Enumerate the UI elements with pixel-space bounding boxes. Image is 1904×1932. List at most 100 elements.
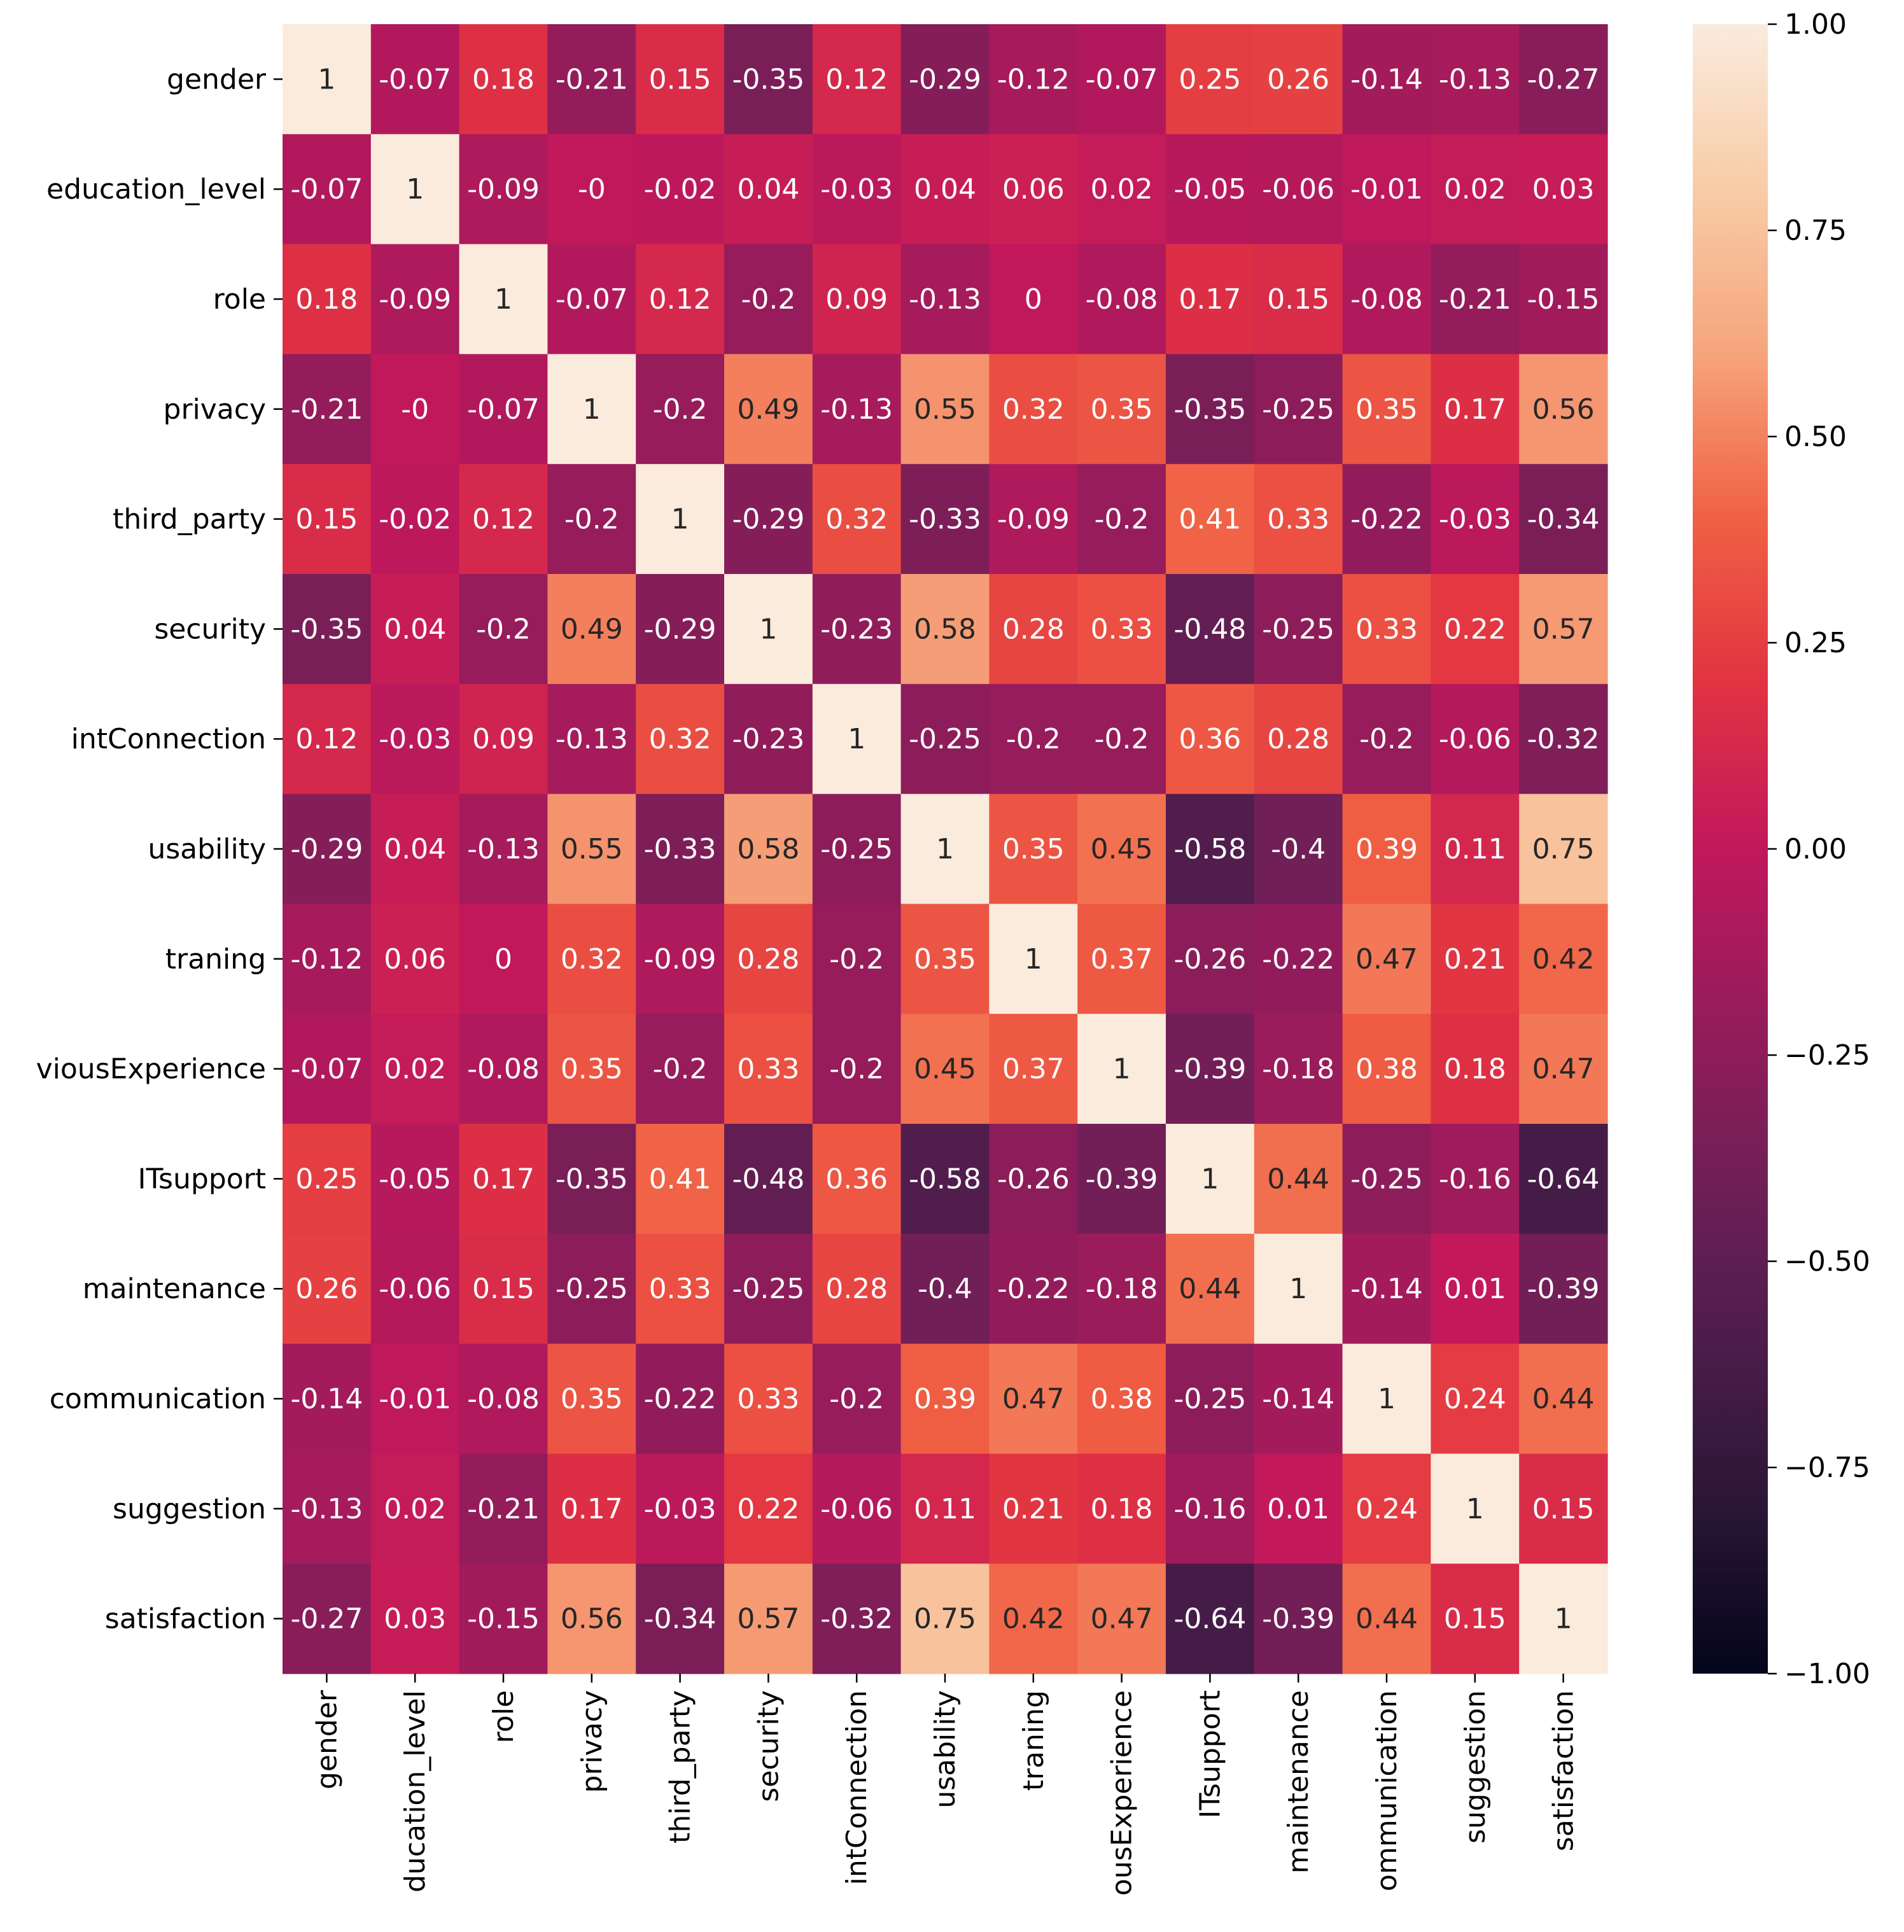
cell-value-label: 0.49 <box>737 393 799 426</box>
heatmap-cell <box>1077 1564 1166 1674</box>
heatmap-cell <box>370 24 460 135</box>
heatmap-cell <box>812 574 902 685</box>
heatmap-cell <box>1431 1453 1520 1564</box>
cell-value-label: 0.17 <box>472 1163 535 1195</box>
heatmap-cell <box>1519 244 1608 354</box>
cell-value-label: -0.15 <box>467 1603 540 1635</box>
cell-value-label: 0.12 <box>295 723 358 755</box>
heatmap-cell <box>1254 24 1343 135</box>
heatmap-cell <box>812 1343 902 1454</box>
heatmap-cell <box>283 1124 372 1235</box>
heatmap-cell <box>459 1014 548 1124</box>
cell-value-label: 0.56 <box>1532 393 1595 426</box>
heatmap-cell <box>1166 1564 1255 1674</box>
cell-value-label: 0.56 <box>561 1603 623 1635</box>
heatmap-cell <box>724 574 813 685</box>
colorbar-tick-label: −0.50 <box>1784 1245 1870 1278</box>
cell-value-label: 0.44 <box>1179 1273 1241 1305</box>
cell-value-label: 0.21 <box>1444 943 1506 976</box>
cell-value-label: 0.25 <box>1179 63 1241 95</box>
cell-value-label: 0.35 <box>1002 833 1065 865</box>
cell-value-label: 0.02 <box>1444 173 1506 206</box>
cell-value-label: -0.06 <box>820 1493 893 1525</box>
heatmap-cell <box>900 24 990 135</box>
cell-value-label: -0.2 <box>1359 723 1414 755</box>
cell-value-label: -0.39 <box>1262 1603 1334 1635</box>
heatmap-cell <box>1342 683 1431 795</box>
heatmap-cell <box>1077 1014 1166 1124</box>
cell-value-label: 0.35 <box>1355 393 1418 426</box>
heatmap-cell <box>370 1343 460 1454</box>
cell-value-label: 0.55 <box>914 393 976 426</box>
heatmap-cell <box>1431 904 1520 1014</box>
heatmap-cell <box>1166 683 1255 795</box>
cell-value-label: 0.26 <box>1267 63 1329 95</box>
y-tick-label: satisfaction <box>105 1603 266 1635</box>
x-tick-label: intConnection <box>841 1690 873 1885</box>
cell-value-label: -0.48 <box>1173 613 1246 645</box>
heatmap-cell <box>459 1343 548 1454</box>
cell-value-label: -0.14 <box>1350 63 1423 95</box>
heatmap-cell <box>989 244 1078 354</box>
heatmap-cell <box>1342 1014 1431 1124</box>
cell-value-label: 0.01 <box>1267 1493 1329 1525</box>
heatmap-cell <box>989 1014 1078 1124</box>
heatmap-cell <box>547 1014 636 1124</box>
cell-value-label: 0.03 <box>1532 173 1595 206</box>
cell-value-label: -0.48 <box>732 1163 804 1195</box>
cell-value-label: -0.22 <box>644 1383 717 1415</box>
cell-value-label: -0.07 <box>1086 63 1158 95</box>
cell-value-label: 0.02 <box>1091 173 1153 206</box>
heatmap-cell <box>900 1014 990 1124</box>
cell-value-label: 0.38 <box>1091 1383 1153 1415</box>
y-tick-label: privacy <box>164 393 266 426</box>
cell-value-label: -0.14 <box>1350 1273 1423 1305</box>
cell-value-label: -0.25 <box>732 1273 804 1305</box>
heatmap-cell <box>812 244 902 354</box>
cell-value-label: 1 <box>318 63 335 95</box>
heatmap-cell <box>1254 794 1343 904</box>
heatmap-cell <box>1077 1343 1166 1454</box>
y-tick-label: security <box>154 613 266 645</box>
heatmap-cell <box>1431 683 1520 795</box>
cell-value-label: 0.58 <box>914 613 976 645</box>
cell-value-label: -0.01 <box>1350 173 1423 206</box>
heatmap-cell <box>989 904 1078 1014</box>
cell-value-label: -0.14 <box>290 1383 363 1415</box>
heatmap-cell <box>283 24 372 135</box>
y-tick-label: education_level <box>46 173 266 206</box>
cell-value-label: 1 <box>936 833 954 865</box>
cell-value-label: 0.17 <box>1444 393 1506 426</box>
cell-value-label: -0.21 <box>1439 283 1511 316</box>
colorbar-tick-label: 0.25 <box>1784 627 1847 659</box>
cell-value-label: 0.57 <box>1532 613 1595 645</box>
cell-value-label: 0.17 <box>1179 283 1241 316</box>
cell-value-label: -0.29 <box>909 63 981 95</box>
cell-value-label: 0.38 <box>1355 1053 1418 1086</box>
heatmap-cell <box>547 24 636 135</box>
heatmap-cell <box>283 134 372 245</box>
cell-value-label: 0.18 <box>295 283 358 316</box>
colorbar-tick-label: −0.75 <box>1784 1452 1870 1484</box>
cell-value-label: -0 <box>578 173 606 206</box>
heatmap-cell <box>1431 354 1520 465</box>
heatmap-cell <box>636 1233 725 1345</box>
cell-value-label: 0.26 <box>295 1273 358 1305</box>
cell-value-label: 0.09 <box>472 723 535 755</box>
heatmap-cell <box>459 24 548 135</box>
cell-value-label: -0.25 <box>820 833 893 865</box>
heatmap-cell <box>636 464 725 575</box>
heatmap-cell <box>1342 464 1431 575</box>
heatmap-cell <box>812 683 902 795</box>
heatmap-cell <box>1077 794 1166 904</box>
heatmap-cell <box>370 904 460 1014</box>
cell-value-label: -0.27 <box>290 1603 363 1635</box>
cell-value-label: 0.44 <box>1355 1603 1418 1635</box>
cell-value-label: -0.03 <box>379 723 451 755</box>
cell-value-label: 0.35 <box>914 943 976 976</box>
colorbar-tick-label: 1.00 <box>1784 8 1847 41</box>
cell-value-label: -0.26 <box>1173 943 1246 976</box>
cell-value-label: 0.55 <box>561 833 623 865</box>
heatmap-cell <box>1166 134 1255 245</box>
